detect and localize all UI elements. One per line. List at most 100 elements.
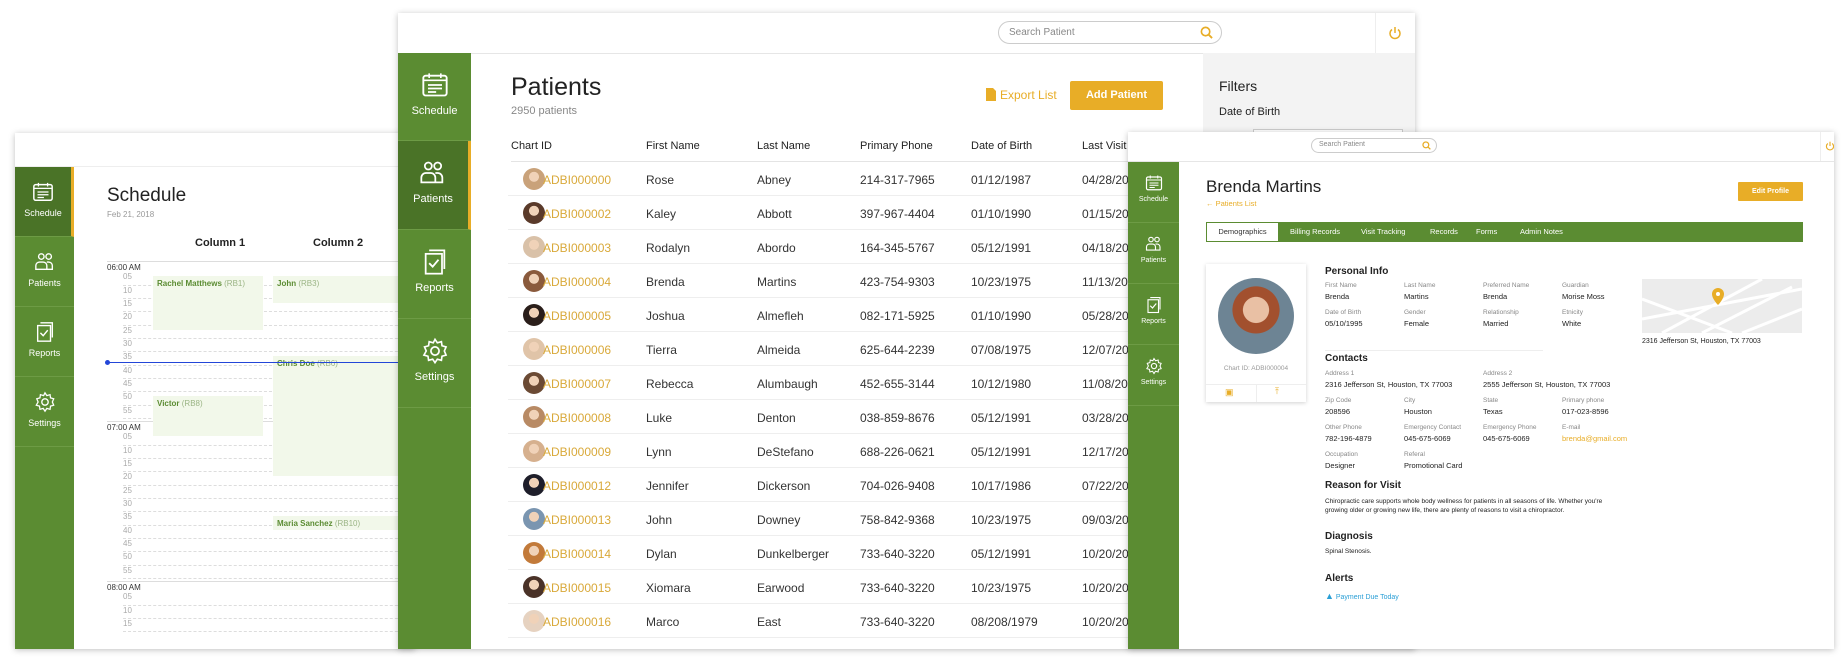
appointment[interactable]: Victor (RB8) — [153, 396, 263, 437]
sidebar-item-patients[interactable]: Patients — [15, 237, 74, 307]
tab-demographics[interactable]: Demographics — [1207, 223, 1278, 241]
tab-forms[interactable]: Forms — [1476, 227, 1498, 236]
minute-label: 25 — [123, 325, 132, 335]
tab-billing-records[interactable]: Billing Records — [1290, 227, 1341, 236]
table-cell: Luke — [646, 411, 673, 425]
time-slot: 10 — [123, 606, 415, 619]
table-row[interactable]: ADBI000009 Lynn DeStefano 688-226-0621 05/12… — [508, 434, 1208, 468]
table-row[interactable]: ADBI000013 John Downey 758-842-9368 10/23/19… — [508, 502, 1208, 536]
time-slot: 35 — [123, 352, 415, 366]
table-row[interactable]: ADBI000016 Marco East 733-640-3220 08/208/19… — [508, 604, 1208, 638]
table-cell: 10/23/1975 — [971, 581, 1032, 595]
chart-id-link[interactable]: ADBI000000 — [543, 173, 612, 187]
minute-label: 05 — [123, 432, 132, 442]
chart-id-link[interactable]: ADBI000012 — [543, 479, 612, 493]
power-icon[interactable] — [1825, 141, 1834, 151]
search-input[interactable]: Search Patient — [1311, 138, 1437, 153]
minute-label: 20 — [123, 312, 132, 322]
table-cell: Martins — [757, 275, 797, 289]
table-row[interactable]: ADBI000002 Kaley Abbott 397-967-4404 01/10/1… — [508, 196, 1208, 230]
chart-id-link[interactable]: ADBI000016 — [543, 615, 612, 629]
chart-id-link[interactable]: ADBI000004 — [543, 275, 612, 289]
sidebar-item-settings[interactable]: Settings — [15, 377, 74, 447]
chart-id-link[interactable]: ADBI000008 — [543, 411, 612, 425]
profile-window: Search Patient Schedule Patients Reports… — [1128, 132, 1834, 649]
table-row[interactable]: ADBI000007 Rebecca Alumbaugh 452-655-3144 10… — [508, 366, 1208, 400]
table-row[interactable]: ADBI000004 Brenda Martins 423-754-9303 10/23… — [508, 264, 1208, 298]
camera-icon[interactable]: ▣ — [1225, 387, 1234, 397]
chart-id-link[interactable]: ADBI000002 — [543, 207, 612, 221]
alert-item[interactable]: ▲ Payment Due Today — [1325, 591, 1399, 601]
time-slot: 35 — [123, 512, 415, 526]
table-cell: 038-859-8676 — [860, 411, 935, 425]
sidebar-item-schedule[interactable]: Schedule — [1128, 162, 1179, 223]
chart-id-link[interactable]: ADBI000003 — [543, 241, 612, 255]
table-cell: 10/20/20 — [1082, 615, 1129, 629]
header-divider — [511, 161, 1211, 162]
sidebar-item-settings[interactable]: Settings — [1128, 345, 1179, 406]
sidebar-item-schedule[interactable]: Schedule — [398, 53, 471, 141]
tab-visit-tracking[interactable]: Visit Tracking — [1361, 227, 1406, 236]
time-slot: 45 — [123, 379, 415, 393]
back-to-patients-link[interactable]: ← Patients List — [1206, 199, 1257, 208]
sidebar-item-patients[interactable]: Patients — [1128, 223, 1179, 284]
table-cell: Rebecca — [646, 377, 694, 391]
table-cell: Denton — [757, 411, 796, 425]
table-cell: 10/23/1975 — [971, 275, 1032, 289]
table-row[interactable]: ADBI000005 Joshua Almefleh 082-171-5925 01/1… — [508, 298, 1208, 332]
table-row[interactable]: ADBI000012 Jennifer Dickerson 704-026-9408 1… — [508, 468, 1208, 502]
appointment[interactable]: Maria Sanchez (RB10) — [273, 516, 415, 530]
patient-name-title: Brenda Martins — [1206, 177, 1322, 196]
table-row[interactable]: ADBI000003 Rodalyn Abordo 164-345-5767 05/12… — [508, 230, 1208, 264]
power-icon[interactable] — [1388, 26, 1402, 40]
reports-icon — [34, 321, 56, 343]
table-cell: Abbott — [757, 207, 792, 221]
search-input[interactable]: Search Patient — [998, 21, 1222, 44]
appointment[interactable]: Chris Doe (RB6) — [273, 356, 415, 477]
contact-field: Referal Promotional Card — [1404, 451, 1463, 470]
chart-id-link[interactable]: ADBI000015 — [543, 581, 612, 595]
sidebar-item-reports[interactable]: Reports — [398, 230, 471, 319]
table-row[interactable]: ADBI000000 Rose Abney 214-317-7965 01/12/198… — [508, 162, 1208, 196]
sidebar-item-patients[interactable]: Patients — [398, 141, 471, 230]
minute-label: 50 — [123, 392, 132, 402]
edit-profile-button[interactable]: Edit Profile — [1738, 182, 1803, 201]
add-patient-button[interactable]: Add Patient — [1070, 81, 1163, 110]
chart-id-link[interactable]: ADBI000007 — [543, 377, 612, 391]
column-header-2: Column 2 — [313, 237, 364, 249]
chart-id-link[interactable]: ADBI000006 — [543, 343, 612, 357]
export-list-button[interactable]: Export List — [986, 88, 1057, 102]
sidebar-item-reports[interactable]: Reports — [15, 307, 74, 377]
chart-id-link[interactable]: ADBI000009 — [543, 445, 612, 459]
table-row[interactable]: ADBI000008 Luke Denton 038-859-8676 05/12/19… — [508, 400, 1208, 434]
appointment-name: Victor — [157, 399, 180, 409]
tab-admin-notes[interactable]: Admin Notes — [1520, 227, 1563, 236]
table-cell: 05/12/1991 — [971, 547, 1032, 561]
minute-label: 10 — [123, 285, 132, 295]
table-row[interactable]: ADBI000014 Dylan Dunkelberger 733-640-3220 0… — [508, 536, 1208, 570]
search-icon[interactable] — [1422, 141, 1431, 150]
chart-id-link[interactable]: ADBI000014 — [543, 547, 612, 561]
chart-id-link[interactable]: ADBI000013 — [543, 513, 612, 527]
avatar — [523, 508, 545, 530]
table-row[interactable]: ADBI000015 Xiomara Earwood 733-640-3220 10/2… — [508, 570, 1208, 604]
minute-label: 20 — [123, 472, 132, 482]
tab-records[interactable]: Records — [1430, 227, 1458, 236]
sidebar: Schedule Patients Reports Settings — [398, 53, 471, 649]
avatar — [523, 236, 545, 258]
sidebar-item-settings[interactable]: Settings — [398, 319, 471, 408]
calendar-icon — [421, 71, 449, 99]
time-slot: 20 — [123, 312, 415, 326]
sidebar-item-reports[interactable]: Reports — [1128, 284, 1179, 345]
table-row[interactable]: ADBI000006 Tierra Almeida 625-644-2239 07/08… — [508, 332, 1208, 366]
warning-icon: ▲ — [1325, 591, 1334, 601]
sidebar-item-schedule[interactable]: Schedule — [15, 167, 74, 237]
upload-icon[interactable]: ⤒ — [1275, 386, 1279, 396]
appointment[interactable]: Rachel Matthews (RB1) — [153, 276, 263, 330]
chart-id-link[interactable]: ADBI000005 — [543, 309, 612, 323]
search-icon[interactable] — [1200, 26, 1213, 39]
time-slot: 50 — [123, 392, 415, 406]
appointment[interactable]: John (RB3) — [273, 276, 415, 303]
table-cell: 704-026-9408 — [860, 479, 935, 493]
avatar — [523, 474, 545, 496]
